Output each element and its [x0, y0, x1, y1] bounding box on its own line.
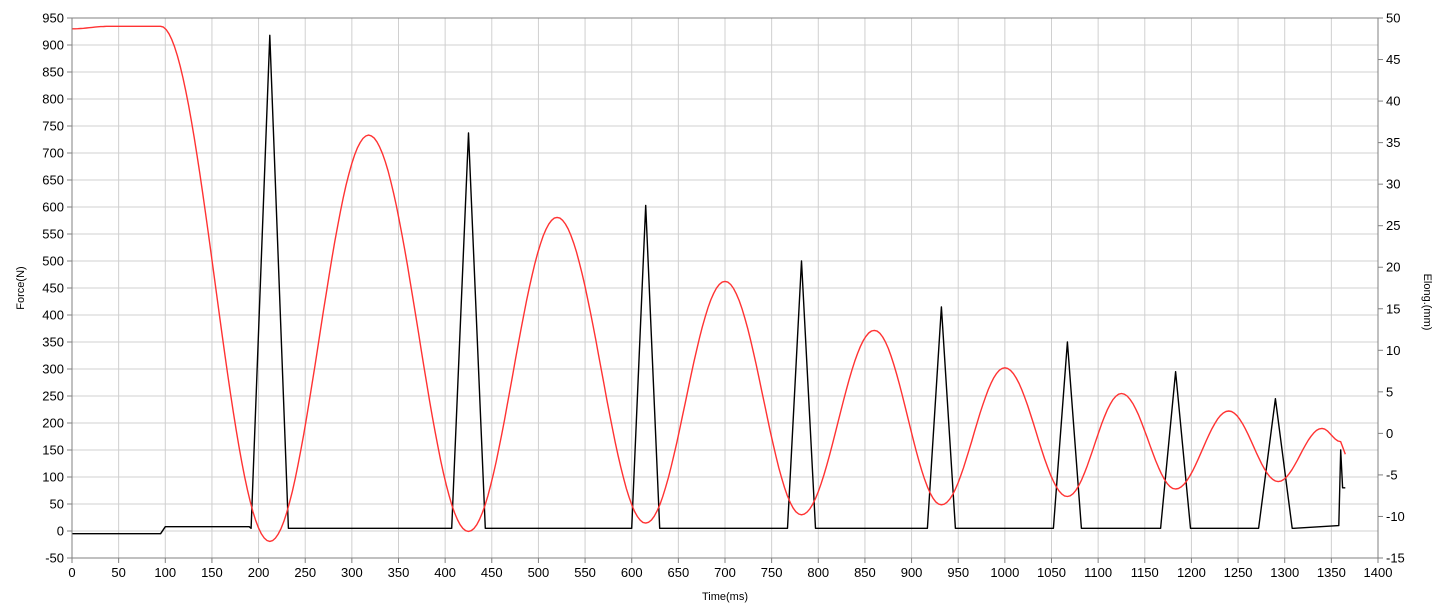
x-tick-label: 350	[388, 565, 410, 580]
y2-tick-label: -5	[1386, 467, 1398, 482]
y-tick-label: 600	[42, 200, 64, 215]
x-axis: 0 50 100 150 200 250 300 350 400 450 500 550 600 650 7…	[68, 558, 1392, 580]
x-tick-label: 300	[341, 565, 363, 580]
y2-tick-label: 50	[1386, 11, 1400, 26]
x-tick-label: 1300	[1270, 565, 1299, 580]
x-tick-label: 1000	[990, 565, 1019, 580]
x-tick-label: 1200	[1177, 565, 1206, 580]
x-tick-label: 600	[621, 565, 643, 580]
y-tick-label: 200	[42, 416, 64, 431]
y-tick-label: 350	[42, 335, 64, 350]
y-tick-label: 250	[42, 389, 64, 404]
x-tick-label: 750	[761, 565, 783, 580]
x-tick-label: 650	[668, 565, 690, 580]
y2-axis-title: Elong.(mm)	[1421, 274, 1433, 331]
grid	[72, 18, 1378, 558]
y-tick-label: 850	[42, 65, 64, 80]
x-tick-label: 950	[947, 565, 969, 580]
x-tick-label: 1100	[1084, 565, 1112, 580]
y-tick-label: 950	[42, 11, 64, 26]
series-layer	[72, 25, 1346, 543]
y2-tick-label: 10	[1386, 343, 1400, 358]
y2-tick-label: 5	[1386, 384, 1393, 399]
y-tick-label: 300	[42, 362, 64, 377]
x-tick-label: 400	[434, 565, 456, 580]
y-tick-label: 100	[42, 470, 64, 485]
x-tick-label: 700	[714, 565, 736, 580]
x-tick-label: 200	[248, 565, 270, 580]
x-tick-label: 900	[901, 565, 923, 580]
y2-tick-label: 40	[1386, 94, 1400, 109]
x-tick-label: 250	[294, 565, 316, 580]
y2-tick-label: -15	[1386, 551, 1405, 566]
y-tick-label: 700	[42, 146, 64, 161]
y2-tick-label: 35	[1386, 135, 1400, 150]
x-tick-label: 450	[481, 565, 503, 580]
y-axis-left: 9509008508007507006506005505004504003503…	[42, 11, 72, 566]
y2-tick-label: 15	[1386, 301, 1400, 316]
x-axis-title: Time(ms)	[702, 591, 748, 603]
y-tick-label: 400	[42, 308, 64, 323]
x-tick-label: 500	[528, 565, 550, 580]
y2-tick-label: 25	[1386, 218, 1400, 233]
elong-series-line	[72, 25, 1346, 543]
x-tick-label: 1400	[1364, 565, 1393, 580]
x-tick-label: 1150	[1131, 565, 1159, 580]
y-tick-label: 150	[42, 443, 64, 458]
force-series-line	[72, 34, 1346, 535]
x-tick-label: 1050	[1037, 565, 1066, 580]
y-tick-label: 450	[42, 281, 64, 296]
x-tick-label: 550	[574, 565, 596, 580]
y-axis-title: Force(N)	[15, 266, 27, 309]
x-tick-label: 100	[154, 565, 176, 580]
y-tick-label: -50	[45, 551, 64, 566]
y-tick-label: 750	[42, 119, 64, 134]
x-tick-label: 0	[68, 565, 75, 580]
y-tick-label: 50	[50, 497, 64, 512]
y-tick-label: 500	[42, 254, 64, 269]
y-tick-label: 900	[42, 38, 64, 53]
y-tick-label: 650	[42, 173, 64, 188]
x-tick-label: 1350	[1317, 565, 1346, 580]
x-tick-label: 150	[201, 565, 223, 580]
y2-tick-label: 45	[1386, 52, 1400, 67]
x-tick-label: 850	[854, 565, 876, 580]
y2-tick-label: 30	[1386, 177, 1400, 192]
y-tick-label: 800	[42, 92, 64, 107]
x-tick-label: 50	[111, 565, 125, 580]
y2-tick-label: 0	[1386, 426, 1393, 441]
x-tick-label: 800	[807, 565, 829, 580]
y-tick-label: 550	[42, 227, 64, 242]
y2-tick-label: 20	[1386, 260, 1400, 275]
y-tick-label: 0	[57, 524, 64, 539]
x-tick-label: 1250	[1224, 565, 1253, 580]
y2-tick-label: -10	[1386, 509, 1405, 524]
